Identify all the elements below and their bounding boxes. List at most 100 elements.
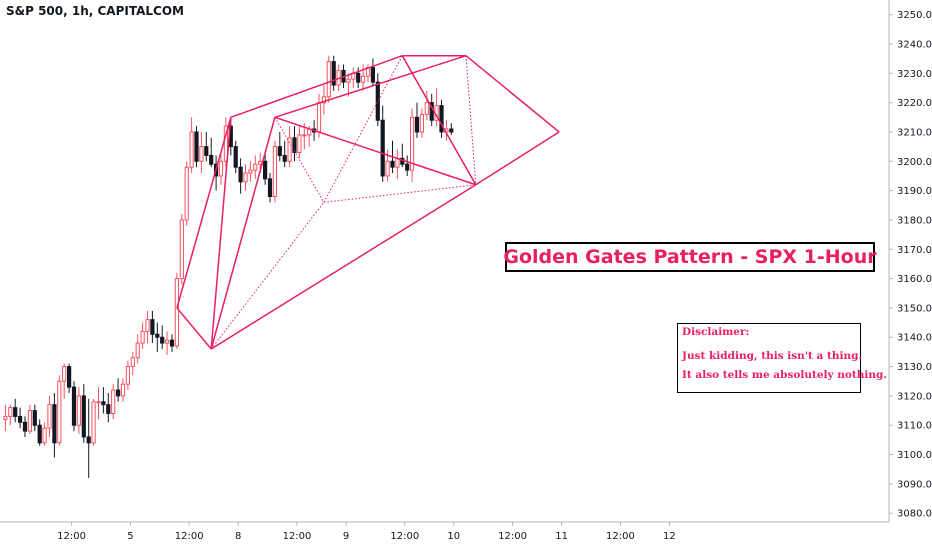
candle-body [287,137,292,162]
candle-body [52,404,57,444]
y-tick-label: 3150.0 [897,303,932,314]
candle-body [321,96,326,104]
candle-body [243,172,248,183]
x-tick-label: 12:00 [175,531,204,542]
pattern-line [176,307,212,350]
candle-body [18,415,23,423]
disclaimer-box: Disclaimer: Just kidding, this isn't a t… [677,323,887,393]
candle-body [179,219,184,280]
candle-body [414,116,420,133]
x-tick-label: 10 [447,531,460,542]
candle-body [405,163,410,171]
x-tick-label: 12:00 [498,531,527,542]
x-tick-label: 9 [343,531,349,542]
candle-body [331,61,336,86]
y-tick-label: 3220.0 [897,98,932,109]
y-tick-label: 3230.0 [897,69,932,80]
y-tick-label: 3090.0 [897,479,932,490]
candle-body [194,131,199,162]
y-tick-label: 3110.0 [897,421,932,432]
candle-body [297,134,302,153]
pattern-line [401,55,477,186]
pattern-line [465,55,560,133]
candle-body [42,427,47,444]
pattern-line [210,117,276,350]
x-tick-label: 12:00 [390,531,419,542]
candle-body [375,81,380,121]
candle-body [263,160,268,180]
candle-body [424,102,429,115]
candle-body [22,421,28,432]
candle-body [8,407,13,417]
pattern-line [274,116,477,186]
candle-body [57,380,62,444]
pattern-dotted-line [323,184,476,203]
symbol-header[interactable]: S&P 500, 1h, CAPITALCOM [6,4,184,18]
pattern-line [176,117,232,309]
candle-body [356,72,361,83]
candle-body [165,339,170,344]
x-tick-label: 5 [127,531,133,542]
candle-body [385,160,390,177]
y-tick-label: 3240.0 [897,39,932,50]
pattern-title-box: Golden Gates Pattern - SPX 1-Hour [503,242,877,272]
candle-body [155,333,160,338]
y-tick-label: 3180.0 [897,215,932,226]
candle-body [380,119,385,177]
candle-body [174,278,180,347]
candle-body [47,404,52,429]
y-tick-label: 3210.0 [897,127,932,138]
candle-body [218,160,224,177]
candle-body [125,366,131,385]
candle-body [361,75,366,83]
x-tick-label: 12:00 [606,531,635,542]
candle-body [238,166,243,183]
candle-body [258,160,263,165]
y-tick-label: 3170.0 [897,245,932,256]
candle-body [27,410,32,432]
candle-body [302,134,307,137]
candle-body [145,319,150,332]
x-tick-label: 12:00 [283,531,312,542]
candle-body [204,146,209,156]
y-tick-label: 3140.0 [897,333,932,344]
pattern-dotted-line [210,202,325,350]
pattern-line [274,55,467,119]
candle-body [272,146,277,197]
candle-body [135,342,140,359]
candle-body [267,178,273,197]
x-tick-label: 12 [663,531,676,542]
candle-body [96,401,101,404]
candle-body [390,160,395,168]
candle-body [111,389,116,414]
y-tick-label: 3120.0 [897,391,932,402]
candle-body [150,319,155,335]
candle-body [130,357,135,368]
candle-body [233,146,238,168]
x-tick-label: 11 [555,531,568,542]
candle-body [184,166,189,221]
candle-body [395,157,400,168]
y-tick-label: 3190.0 [897,186,932,197]
candle-body [370,66,375,83]
candle-body [160,336,165,344]
disclaimer-heading: Disclaimer: [682,326,750,338]
candle-body [282,154,287,162]
candle-body [62,366,67,382]
candle-body [449,128,454,133]
pattern-line [210,184,477,350]
candle-body [410,116,415,171]
candle-body [169,339,175,347]
pattern-dotted-line [465,55,477,185]
candle-body [71,386,77,426]
candle-body [419,113,424,133]
candle-body [86,436,91,444]
candle-body [116,389,121,397]
y-tick-label: 3200.0 [897,157,932,168]
candle-body [326,61,331,98]
y-tick-label: 3100.0 [897,450,932,461]
candle-body [316,102,322,133]
x-tick-label: 8 [235,531,241,542]
